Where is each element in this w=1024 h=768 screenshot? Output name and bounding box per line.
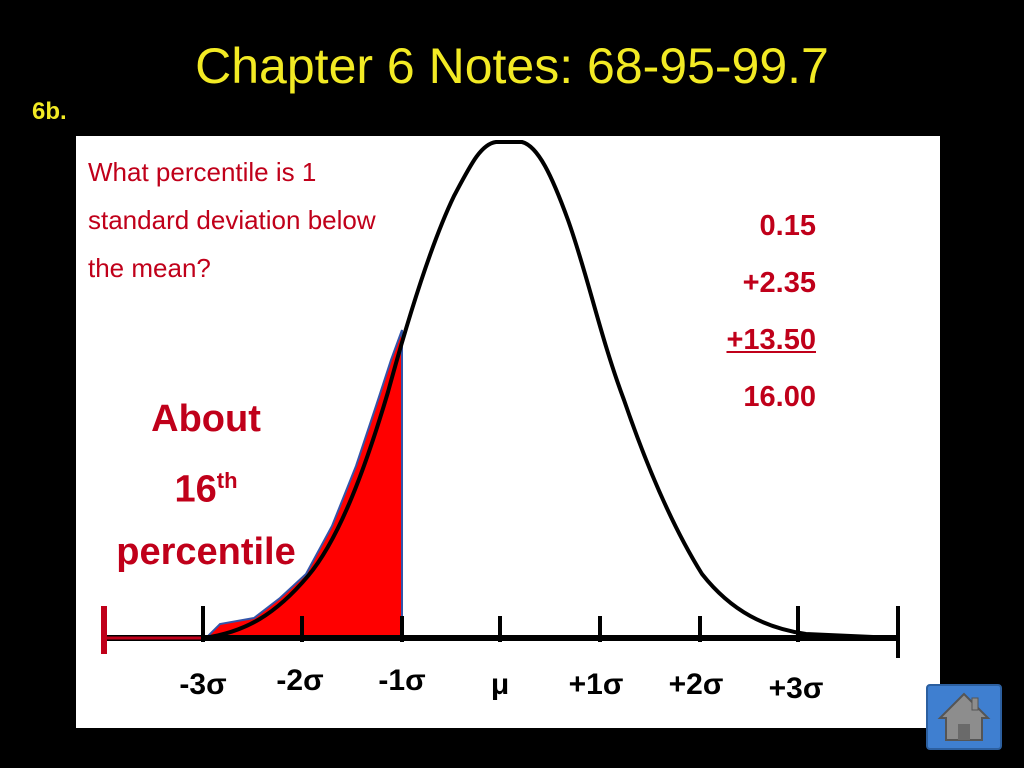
subtag: 6b.	[32, 98, 67, 125]
axis-label-mean: μ	[490, 668, 510, 701]
axis-label-minus-1: -1σ	[378, 664, 426, 697]
answer-about: About	[151, 398, 261, 440]
shaded-region	[104, 329, 403, 639]
axis-label-plus-1: +1σ	[568, 668, 624, 701]
axis-label-minus-3: -3σ	[179, 668, 227, 701]
axis-label-minus-2: -2σ	[276, 664, 324, 697]
calc-total: 16.00	[743, 381, 816, 413]
calc-line-1: 0.15	[759, 210, 816, 242]
answer-number: 16	[174, 468, 217, 511]
answer-ordinal: 16th	[86, 450, 326, 521]
slide-title: Chapter 6 Notes: 68-95-99.7	[195, 38, 829, 94]
axis-label-plus-3: +3σ	[768, 672, 824, 705]
answer-word: percentile	[116, 530, 296, 573]
calculation: 0.15 +2.35 +13.50 16.00	[726, 198, 816, 426]
home-icon	[937, 692, 991, 741]
answer-text: About 16th percentile	[86, 388, 326, 583]
question-text: What percentile is 1 standard deviation …	[88, 157, 376, 283]
axis-label-plus-2: +2σ	[668, 668, 724, 701]
calc-line-3: +13.50	[726, 324, 816, 356]
bell-curve	[203, 140, 897, 640]
content-panel: What percentile is 1 standard deviation …	[76, 136, 940, 728]
home-button[interactable]	[926, 684, 1002, 750]
answer-suffix: th	[216, 468, 238, 493]
normal-curve-diagram	[101, 140, 900, 658]
calc-line-2: +2.35	[742, 267, 816, 299]
